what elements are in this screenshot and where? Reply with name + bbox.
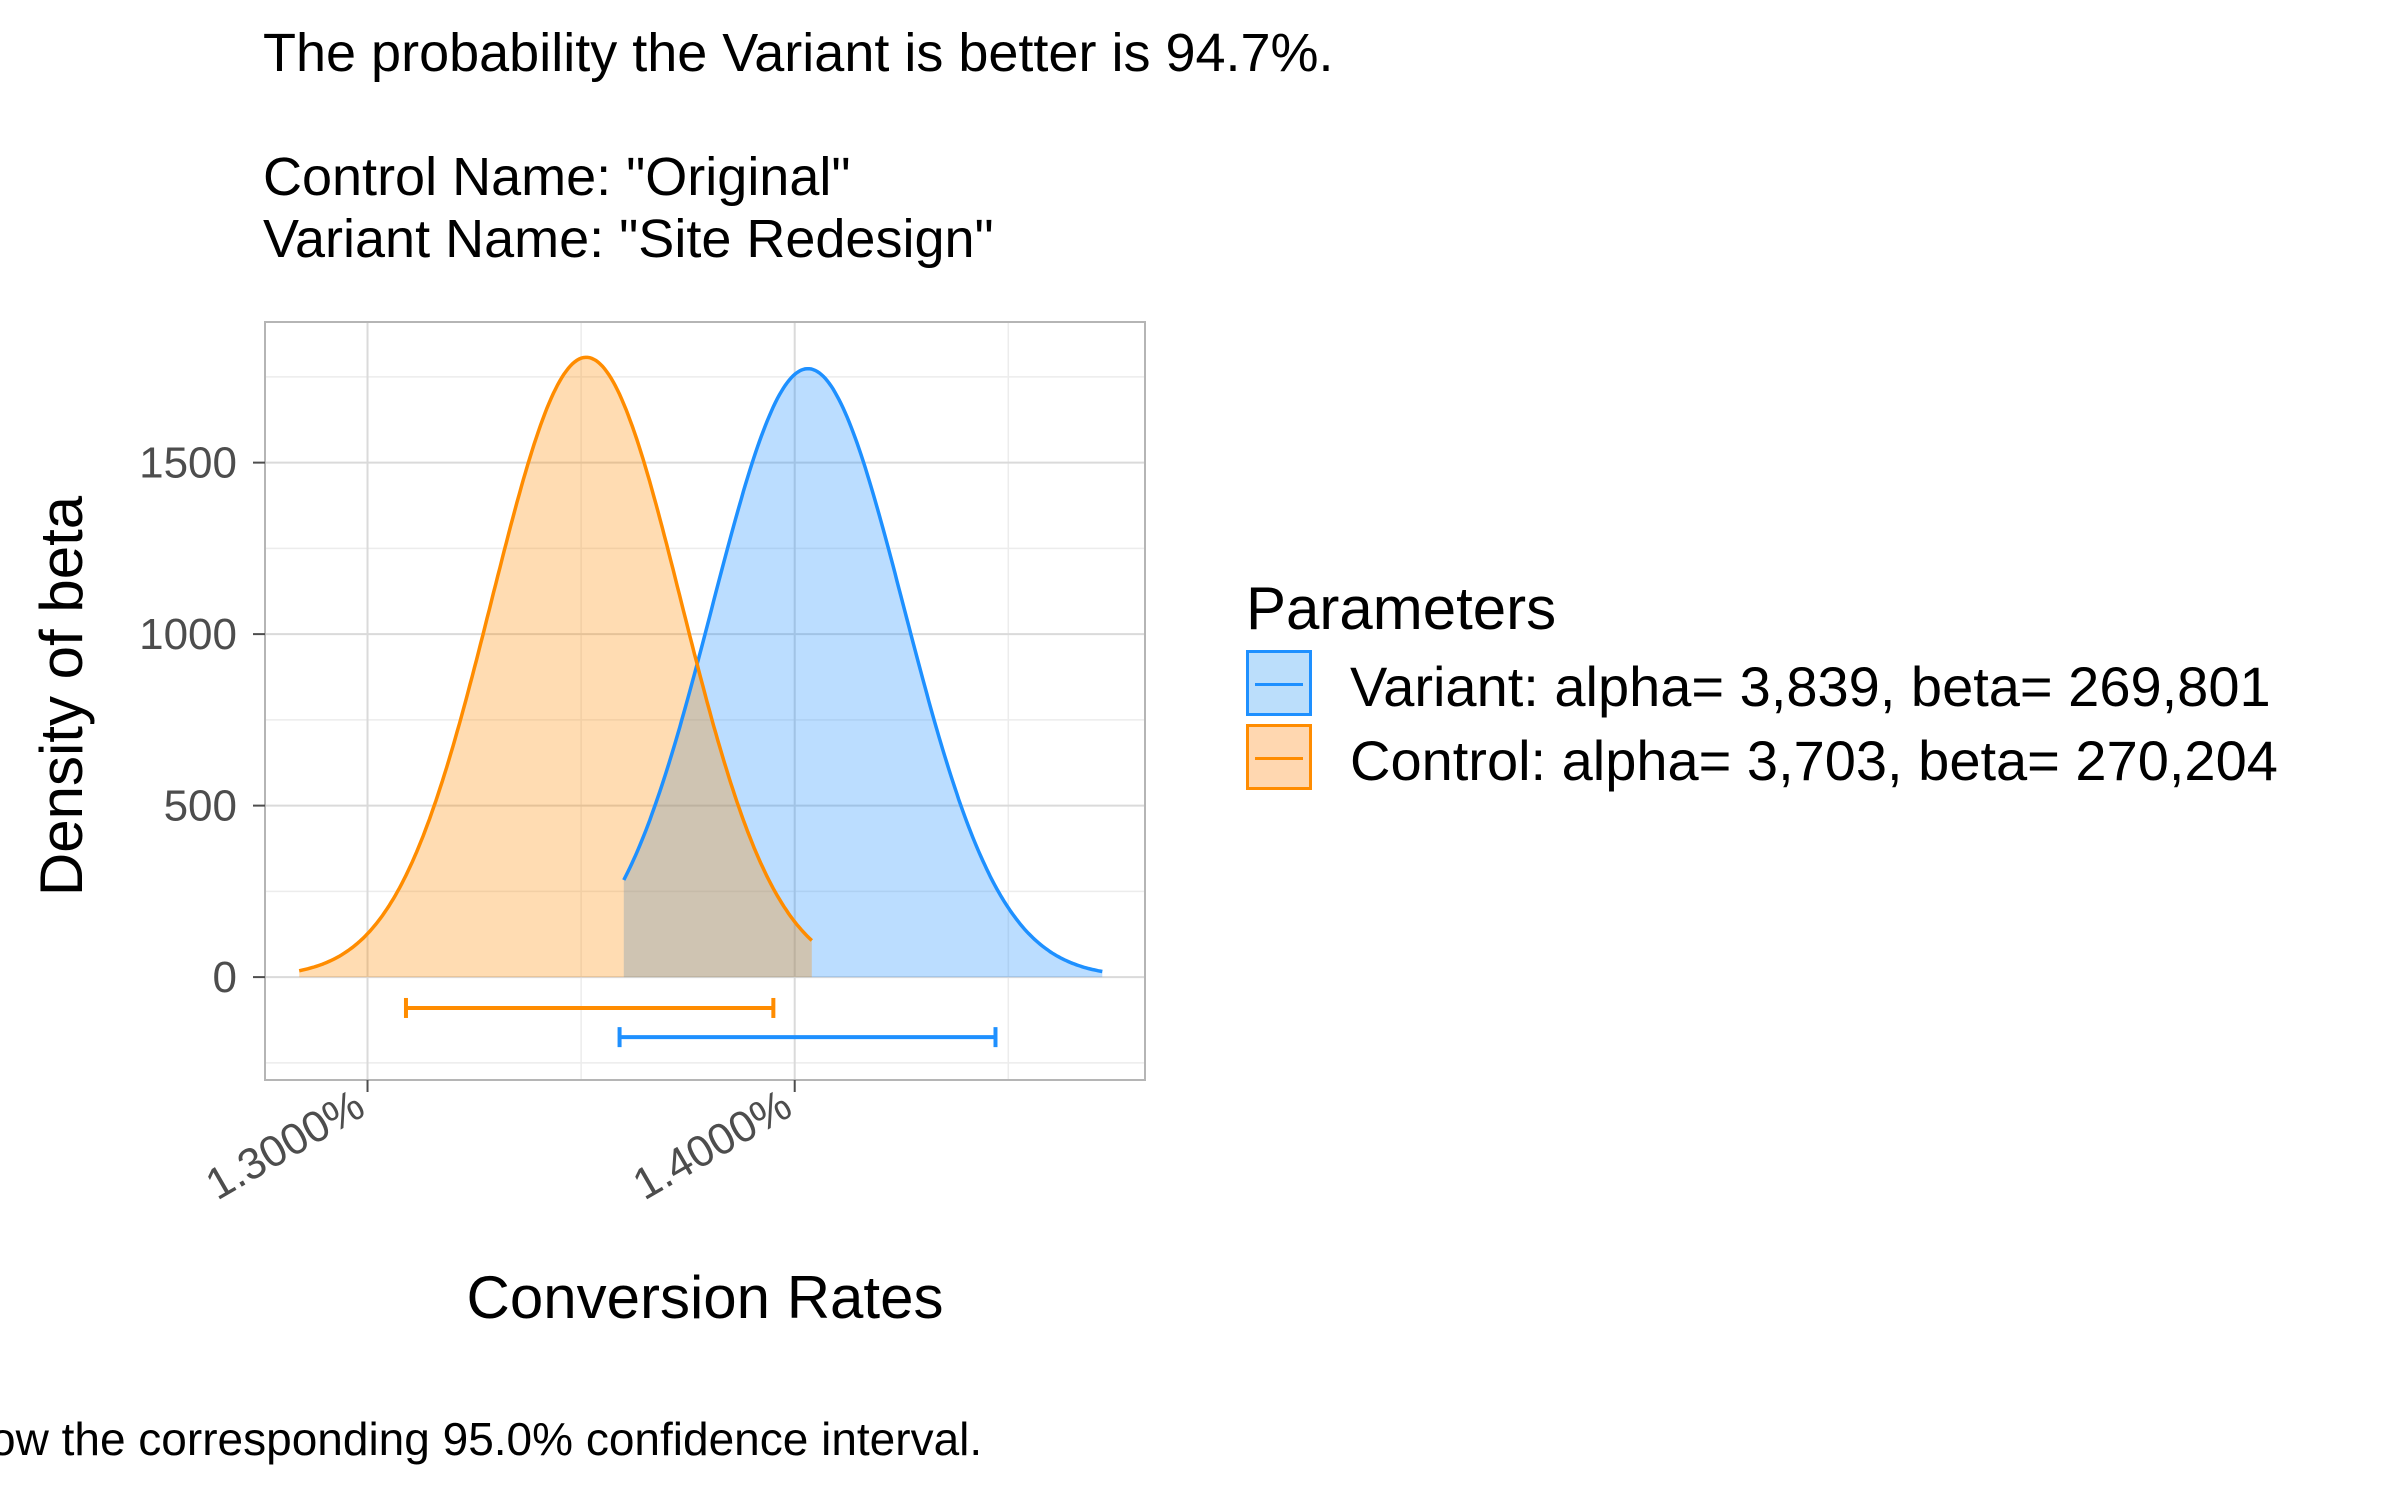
- legend-key-control: [1246, 724, 1312, 790]
- chart-title: The probability the Variant is better is…: [263, 22, 1334, 270]
- title-control-name: Control Name: "Original": [263, 147, 851, 207]
- y-tick-label: 1000: [139, 610, 237, 659]
- x-tick-label: 1.3000%: [198, 1080, 373, 1209]
- y-tick-label: 500: [164, 782, 237, 831]
- title-probability: The probability the Variant is better is…: [263, 23, 1334, 83]
- plot-panel: [265, 322, 1145, 1080]
- legend-label-variant: Variant: alpha= 3,839, beta= 269,801: [1350, 655, 2271, 718]
- x-tick-label: 1.4000%: [625, 1080, 800, 1209]
- legend-item-variant: Variant: alpha= 3,839, beta= 269,801: [1246, 650, 2271, 724]
- y-tick-label: 1500: [139, 439, 237, 488]
- control-density-area: [299, 357, 812, 978]
- control-density-line: [298, 355, 814, 973]
- title-variant-name: Variant Name: "Site Redesign": [263, 209, 994, 269]
- y-axis-title: Density of beta: [28, 495, 95, 896]
- y-tick-label: 0: [213, 953, 237, 1002]
- chart-caption: ow the corresponding 95.0% confidence in…: [0, 1413, 983, 1465]
- plot-border: [264, 321, 1146, 1081]
- x-axis-title: Conversion Rates: [467, 1264, 944, 1331]
- legend: Parameters Variant: alpha= 3,839, beta= …: [1246, 574, 2278, 798]
- legend-item-control: Control: alpha= 3,703, beta= 270,204: [1246, 724, 2278, 798]
- legend-label-control: Control: alpha= 3,703, beta= 270,204: [1350, 729, 2278, 792]
- legend-key-variant: [1246, 650, 1312, 716]
- legend-title: Parameters: [1246, 575, 1557, 642]
- variant-density-line: [622, 366, 1103, 974]
